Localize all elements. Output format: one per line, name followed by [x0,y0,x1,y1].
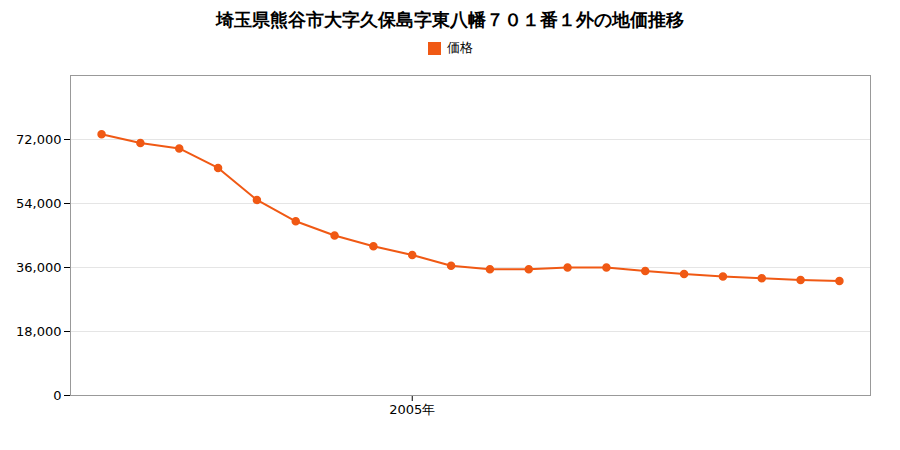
html-text:埼玉県熊谷市大字久保島字東八幡７０１番１外の地価推移: 埼玉県熊谷市大字久保島字東八幡７０１番１外の地価推移 [216,9,684,30]
svg-text:36,000: 36,000 [16,260,62,275]
svg-text:0: 0 [53,388,61,403]
html-text:価格: 価格 [446,40,473,55]
svg-text:2005年: 2005年 [389,402,435,417]
svg-text:18,000: 18,000 [16,324,62,339]
svg-text:54,000: 54,000 [16,196,62,211]
svg-text:72,000: 72,000 [16,132,62,147]
